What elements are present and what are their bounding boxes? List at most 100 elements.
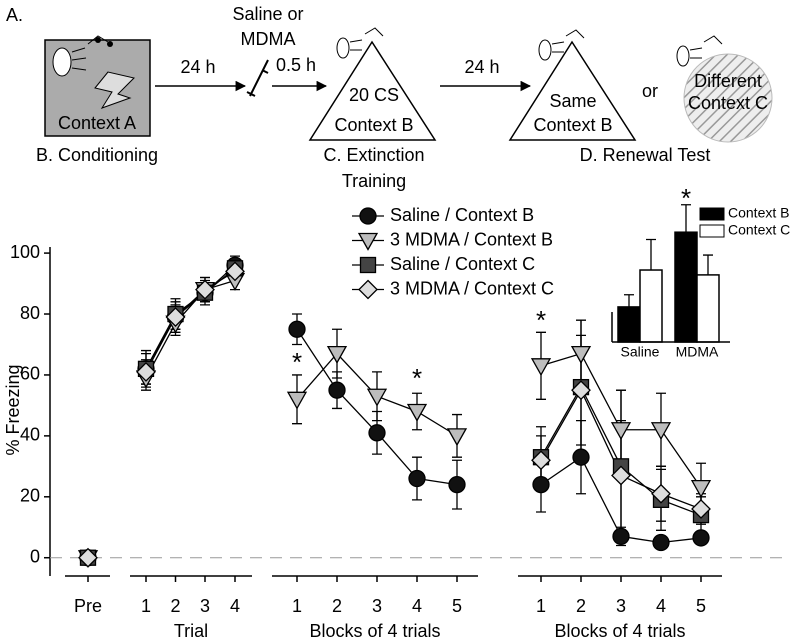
significance-star: * [292,347,302,377]
series-line [145,264,236,370]
speaker-icon [676,45,690,67]
sound-icon [71,35,109,71]
context-c-circle [683,53,773,143]
context-label: Context A [58,113,136,133]
marker [532,475,550,494]
marker [690,480,712,498]
marker [366,388,388,407]
marker [610,422,632,441]
y-tick-label: 0 [30,546,40,566]
delay-label: 24 h [464,57,499,77]
x-tick-label: 2 [170,596,180,616]
error-bar [703,254,713,275]
marker [531,450,551,471]
marker [650,422,672,441]
test-label: Same [549,91,596,111]
drug-label: Saline or [232,4,303,24]
legend-label: Context B [728,205,789,221]
delay-label: 0.5 h [276,55,316,75]
x-tick-label: 4 [412,596,422,616]
marker [78,547,98,568]
marker [692,529,710,547]
test-label: Different [694,71,762,91]
y-axis-label: % Freezing [3,364,23,455]
x-tick-label: 4 [230,596,240,616]
x-tick-label: 5 [696,596,706,616]
series-line [145,279,236,379]
legend-swatch [699,224,725,238]
phase-label: B. Conditioning [36,145,158,165]
x-tick-label: Saline [621,344,660,360]
y-tick-label: 40 [20,425,40,445]
x-tick-label: 2 [576,596,586,616]
marker [136,361,156,382]
panel-letter: A. [6,5,23,25]
x-group-label: Trial [174,621,208,641]
x-tick-label: 3 [616,596,626,616]
marker [225,261,245,282]
series-line [145,270,236,373]
context-label: Context B [533,115,612,135]
legend-label: Saline / Context B [390,205,534,225]
marker [288,320,306,338]
drug-label: MDMA [241,29,296,49]
x-tick-label: 4 [656,596,666,616]
x-group-label: Blocks of 4 trials [309,621,440,641]
significance-star: * [536,305,546,335]
x-tick-label: 2 [332,596,342,616]
marker [195,279,215,300]
context-b-triangle [508,40,637,141]
legend-marker [357,232,379,251]
error-bar [624,294,634,307]
marker [570,345,592,364]
legend-label: 3 MDMA / Context B [390,229,553,249]
legend-label: 3 MDMA / Context C [390,278,554,298]
note-icon [107,41,113,47]
bar [696,274,720,343]
significance-star: * [681,183,691,213]
marker [691,499,711,519]
phase-label: Training [342,171,406,191]
x-tick-label: 1 [292,596,302,616]
marker [406,403,428,422]
or-label: or [642,81,658,101]
speaker-icon [336,37,350,59]
marker [448,475,466,494]
delay-label: 24 h [180,57,215,77]
note-icon [95,37,101,43]
legend-marker [359,207,377,225]
y-tick-label: 20 [20,486,40,506]
cs-label: 20 CS [349,85,399,105]
marker [165,307,186,327]
bar [617,306,641,343]
marker [572,448,590,466]
bar [639,269,663,343]
phase-label: C. Extinction [323,145,424,165]
marker [612,527,630,546]
marker [530,358,552,377]
x-tick-label: 3 [200,596,210,616]
bar [674,231,698,343]
y-tick-label: 60 [20,364,40,384]
marker [571,380,591,401]
marker [326,345,348,364]
x-tick-label: 1 [141,596,151,616]
marker [286,391,308,410]
error-bar [646,238,656,271]
marker [611,465,631,486]
marker [651,483,671,504]
error-bar [681,204,691,233]
marker [652,533,670,552]
speaker-icon [52,47,72,77]
sound-icon [349,27,384,51]
x-tick-label: 3 [372,596,382,616]
sound-icon [551,29,585,53]
speaker-icon [538,39,552,61]
x-tick-label: 1 [536,596,546,616]
marker [328,381,346,399]
significance-star: * [412,363,422,393]
context-label: Context C [688,93,768,113]
legend-swatch [699,207,725,221]
